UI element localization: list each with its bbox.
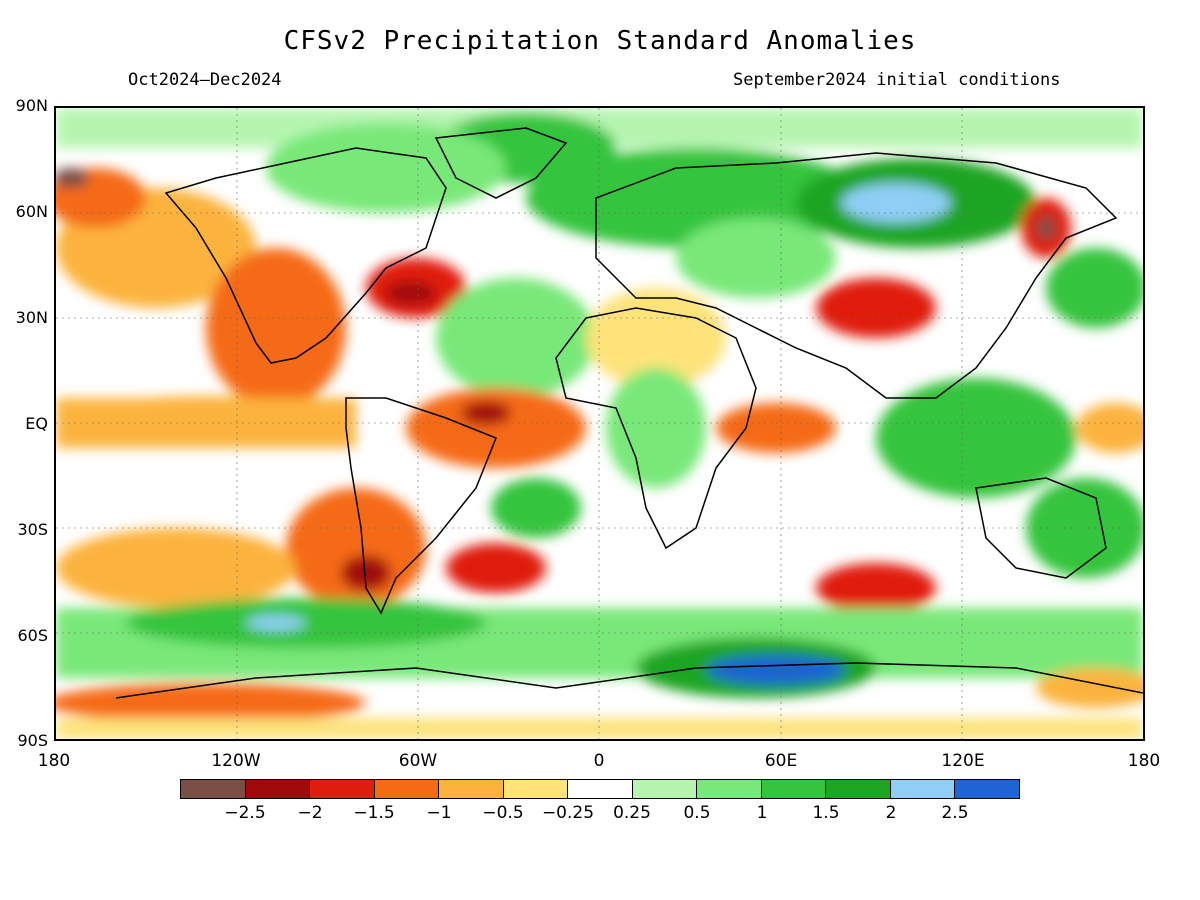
colorbar-label: −0.5: [482, 803, 524, 823]
colorbar-label: 0.5: [683, 803, 711, 823]
lon-label-120e: 120E: [941, 751, 985, 771]
lat-label-30n: 30N: [15, 308, 48, 327]
colorbar-label: −1.5: [353, 803, 395, 823]
colorbar-swatch: [761, 780, 827, 798]
lon-label-60w: 60W: [398, 751, 438, 771]
colorbar-label: −0.25: [541, 803, 595, 823]
colorbar-label: 2.5: [941, 803, 969, 823]
lat-label-60s: 60S: [17, 626, 48, 645]
forecast-period: Oct2024–Dec2024: [128, 70, 282, 90]
lon-label-0: 0: [593, 751, 605, 771]
coastlines: [115, 127, 1143, 699]
lat-label-90s: 90S: [17, 731, 48, 750]
colorbar-label: −1: [426, 803, 452, 823]
lat-label-60n: 60N: [15, 202, 48, 221]
colorbar-swatch: [568, 780, 633, 798]
lon-label-180e: 180: [1127, 751, 1161, 771]
chart-title: CFSv2 Precipitation Standard Anomalies: [283, 26, 917, 56]
colorbar: [180, 779, 1020, 799]
colorbar-swatch: [955, 780, 1019, 798]
colorbar-swatch: [503, 780, 569, 798]
lat-label-90n: 90N: [15, 96, 48, 115]
colorbar-label: 1: [756, 803, 768, 823]
colorbar-swatch: [310, 780, 375, 798]
lon-label-120w: 120W: [211, 751, 261, 771]
colorbar-label: −2: [297, 803, 323, 823]
lon-label-60e: 60E: [764, 751, 798, 771]
colorbar-swatch: [245, 780, 311, 798]
colorbar-label: 0.25: [613, 803, 651, 823]
colorbar-swatch: [632, 780, 698, 798]
graticule: [56, 108, 1143, 739]
colorbar-swatch: [439, 780, 504, 798]
lon-label-180w: 180: [37, 751, 71, 771]
colorbar-swatch: [826, 780, 891, 798]
anomaly-fields: [56, 108, 1143, 739]
colorbar-swatch: [181, 780, 246, 798]
initial-conditions: September2024 initial conditions: [733, 70, 1061, 90]
colorbar-swatch: [890, 780, 956, 798]
colorbar-swatch: [697, 780, 762, 798]
lat-label-30s: 30S: [17, 520, 48, 539]
colorbar-label: −2.5: [224, 803, 266, 823]
anomaly-map: [54, 106, 1145, 741]
colorbar-swatch: [374, 780, 440, 798]
colorbar-label: 1.5: [812, 803, 840, 823]
lat-label-eq: EQ: [25, 414, 48, 433]
colorbar-label: 2: [885, 803, 897, 823]
